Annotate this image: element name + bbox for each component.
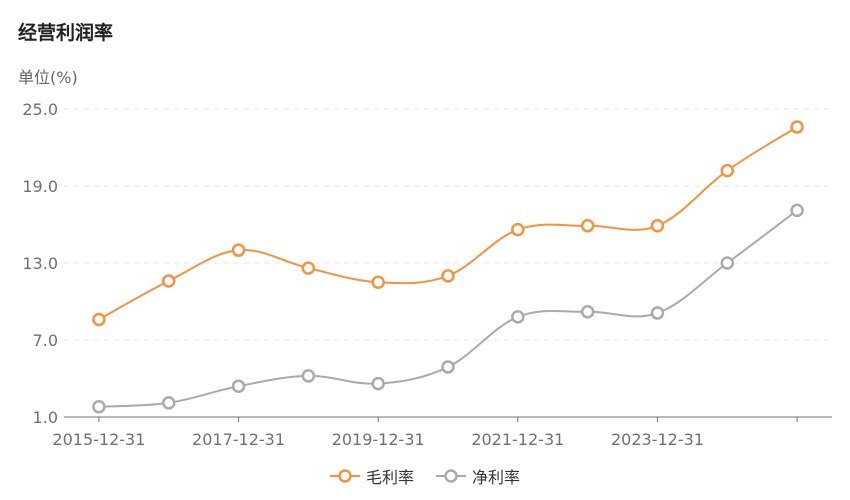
data-point[interactable] — [580, 305, 595, 319]
y-tick-label: 7.0 — [33, 331, 58, 350]
data-point[interactable] — [301, 369, 316, 383]
x-tick-label: 2019-12-31 — [332, 430, 425, 449]
data-point[interactable] — [161, 396, 176, 410]
y-tick-label: 13.0 — [22, 254, 58, 273]
data-point[interactable] — [92, 399, 106, 414]
legend-label: 净利率 — [472, 468, 521, 487]
y-axis-ticks: 1.0 7.0 13.0 19.0 25.0 — [22, 100, 58, 427]
grid-lines — [64, 108, 832, 341]
data-point[interactable] — [161, 274, 176, 288]
data-point[interactable] — [371, 275, 385, 289]
x-tick-label: 2017-12-31 — [192, 430, 285, 449]
legend-swatch-icon — [329, 469, 360, 483]
y-tick-label: 19.0 — [22, 177, 58, 196]
legend-item[interactable]: 毛利率 — [329, 464, 414, 488]
y-tick-label: 1.0 — [33, 408, 58, 427]
series-line — [98, 209, 798, 408]
data-point[interactable] — [301, 261, 316, 275]
data-point[interactable] — [92, 312, 106, 327]
data-point[interactable] — [790, 203, 804, 218]
data-point[interactable] — [231, 379, 246, 393]
data-point[interactable] — [511, 222, 525, 237]
legend-label: 毛利率 — [365, 468, 414, 487]
legend: 毛利率 净利率 — [0, 464, 850, 488]
data-point[interactable] — [441, 360, 455, 374]
data-point[interactable] — [720, 163, 735, 178]
x-tick-label: 2023-12-31 — [611, 430, 704, 449]
x-tick-label: 2015-12-31 — [52, 430, 145, 449]
x-tick-label: 2021-12-31 — [471, 430, 564, 449]
data-point[interactable] — [511, 310, 525, 324]
data-point[interactable] — [231, 243, 246, 257]
legend-item[interactable]: 净利率 — [436, 464, 520, 488]
x-axis-ticks: 2015-12-31 2017-12-31 2019-12-31 2021-12-31… — [52, 417, 798, 449]
legend-swatch-icon — [436, 469, 466, 483]
data-point[interactable] — [441, 269, 455, 283]
y-axis-unit-label: 单位(%) — [18, 68, 78, 87]
data-point[interactable] — [650, 219, 665, 233]
data-point[interactable] — [720, 256, 735, 270]
data-point[interactable] — [650, 306, 665, 320]
data-point[interactable] — [790, 120, 804, 134]
data-point[interactable] — [580, 219, 595, 233]
y-tick-label: 25.0 — [22, 100, 58, 119]
chart-title: 经营利润率 — [18, 22, 114, 44]
series-points[interactable] — [92, 120, 804, 414]
data-point[interactable] — [371, 376, 385, 391]
